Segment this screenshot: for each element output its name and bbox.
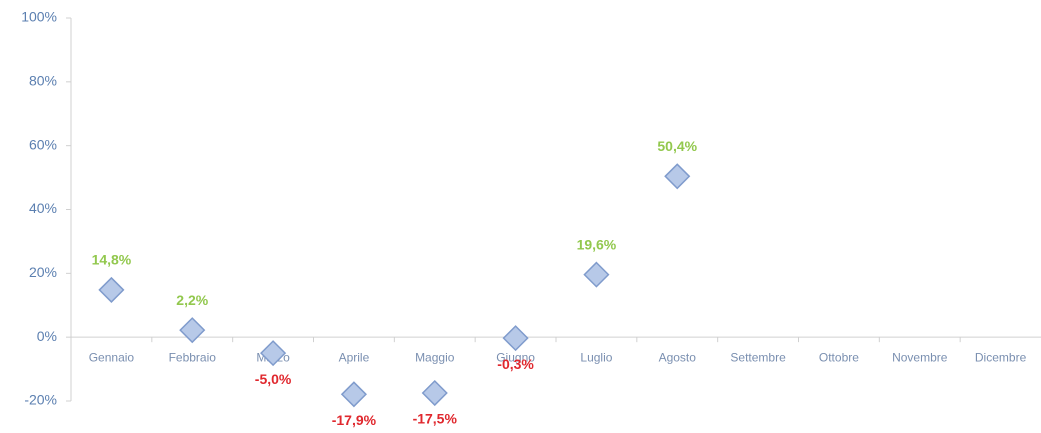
data-label: 50,4% (657, 138, 697, 154)
x-tick-label: Aprile (339, 350, 370, 364)
x-tick-label: Febbraio (169, 350, 217, 364)
y-tick-label: -20% (24, 392, 57, 408)
x-tick-label: Dicembre (975, 350, 1027, 364)
x-tick-label: Ottobre (819, 350, 859, 364)
marker (179, 317, 206, 344)
y-tick-label: 80% (29, 73, 57, 89)
x-tick-label: Novembre (892, 350, 948, 364)
y-tick-label: 20% (29, 264, 57, 280)
x-tick-label: Settembre (730, 350, 786, 364)
marker (583, 261, 610, 288)
marker (98, 276, 125, 303)
data-label: -0,3% (497, 356, 534, 372)
x-tick-label: Gennaio (89, 350, 135, 364)
x-tick-label: Luglio (580, 350, 612, 364)
data-label: 2,2% (176, 292, 208, 308)
marker (664, 163, 691, 190)
y-tick-label: 0% (37, 328, 57, 344)
y-tick-label: 60% (29, 136, 57, 152)
x-tick-label: Agosto (659, 350, 697, 364)
x-tick-label: Maggio (415, 350, 455, 364)
marker (502, 325, 529, 352)
marker (260, 340, 287, 367)
data-label: 14,8% (92, 252, 132, 268)
marker (340, 381, 367, 408)
data-label: -17,9% (332, 412, 377, 428)
marker (421, 379, 448, 407)
x-tick-label: Giugno (496, 350, 535, 364)
data-label: -5,0% (255, 371, 292, 387)
data-label: 19,6% (577, 236, 617, 252)
data-label: -17,5% (413, 411, 458, 427)
y-tick-label: 40% (29, 200, 57, 216)
y-tick-label: 100% (21, 9, 57, 25)
